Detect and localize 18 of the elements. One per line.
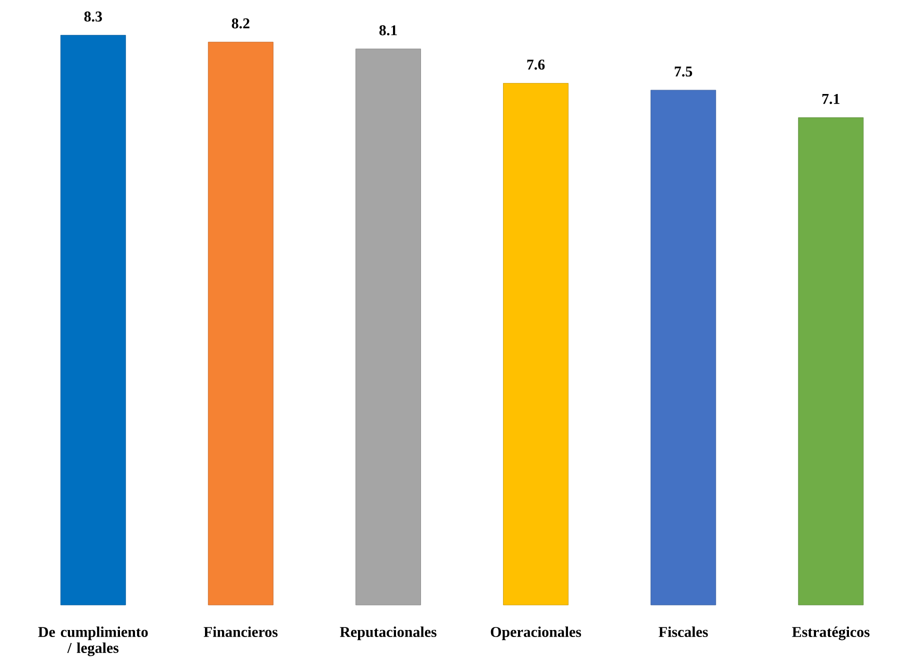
data-label: 7.1 [822,94,840,104]
x-tick-label: Reputacionales [340,626,436,640]
x-tick-label: Fiscales [658,626,708,638]
bar [650,90,716,606]
bar [60,34,126,606]
x-tick-label: Financieros [204,626,278,638]
data-label: 7.6 [527,60,545,70]
bar [208,42,274,606]
data-label: 8.3 [84,12,102,22]
x-tick-label: Operacionales [490,626,582,640]
bar [798,117,864,606]
x-tick-label: De cumplimiento / legales [38,626,148,656]
data-label: 7.5 [674,66,692,77]
bar [503,83,568,606]
bar [356,48,421,606]
data-label: 8.2 [232,18,250,29]
data-label: 8.1 [379,25,397,36]
x-tick-label: Estratégicos [792,626,870,640]
